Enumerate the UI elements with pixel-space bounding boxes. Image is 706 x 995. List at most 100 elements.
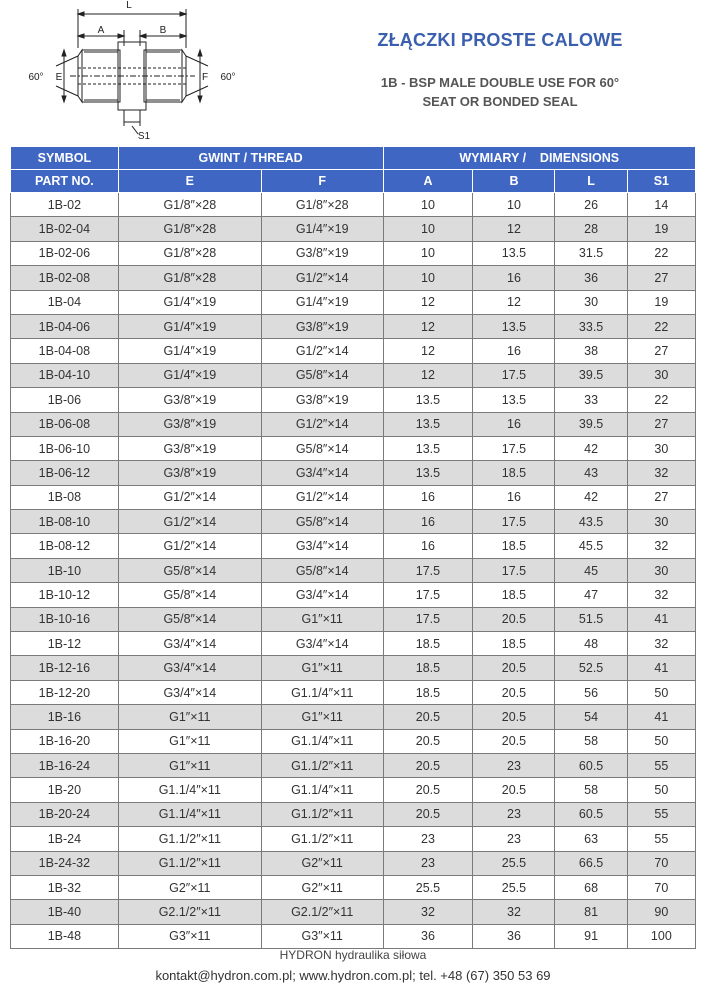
cell-dim-b: 16 [472, 265, 556, 291]
table-row: 1B-08 G1/2″×14 G1/2″×14 16 16 42 27 [10, 484, 697, 511]
table-row: 1B-08-10 G1/2″×14 G5/8″×14 16 17.5 43.5 30 [10, 509, 697, 535]
cell-dim-s1: 30 [626, 362, 697, 389]
page-subtitle: 1B - BSP MALE DOUBLE USE FOR 60° SEAT OR… [300, 73, 700, 111]
table-row: 1B-08-12 G1/2″×14 G3/4″×14 16 18.5 45.5 32 [10, 533, 697, 559]
cell-dim-a: 20.5 [382, 777, 474, 803]
cell-thread-f: G3″×11 [260, 923, 384, 950]
cell-thread-e: G3/4″×14 [117, 631, 262, 657]
table-row: 1B-40 G2.1/2″×11 G2.1/2″×11 32 32 81 90 [10, 899, 697, 925]
cell-dim-a: 12 [382, 338, 474, 364]
cell-dim-s1: 41 [626, 655, 697, 681]
cell-thread-e: G3/8″×19 [117, 435, 262, 462]
cell-dim-b: 16 [472, 484, 556, 511]
subtitle-line-1: 1B - BSP MALE DOUBLE USE FOR 60° [380, 75, 620, 90]
cell-dim-b: 23 [472, 752, 556, 779]
header-symbol: SYMBOL [10, 146, 119, 170]
cell-thread-f: G1/2″×14 [260, 338, 384, 364]
cell-part-no: 1B-48 [10, 923, 119, 950]
cell-dim-a: 20.5 [382, 728, 474, 754]
cell-dim-b: 17.5 [472, 362, 556, 389]
dim-s1-label: S1 [138, 131, 151, 142]
cell-dim-b: 20.5 [472, 704, 556, 730]
cell-dim-s1: 55 [626, 826, 697, 852]
cell-dim-l: 31.5 [554, 240, 628, 267]
cell-dim-a: 16 [382, 533, 474, 559]
cell-thread-e: G1.1/2″×11 [117, 850, 262, 876]
cell-thread-f: G1/2″×14 [260, 265, 384, 291]
cell-part-no: 1B-16 [10, 704, 119, 730]
cell-dim-a: 18.5 [382, 655, 474, 681]
cell-part-no: 1B-16-20 [10, 728, 119, 754]
cell-dim-a: 17.5 [382, 557, 474, 584]
title-block: ZŁĄCZKI PROSTE CALOWE 1B - BSP MALE DOUB… [300, 30, 700, 111]
angle-left-label: 60° [28, 72, 43, 83]
header-s1: S1 [626, 169, 697, 193]
cell-dim-a: 12 [382, 313, 474, 340]
cell-thread-e: G3″×11 [117, 923, 262, 950]
cell-thread-f: G2″×11 [260, 850, 384, 876]
cell-dim-s1: 50 [626, 777, 697, 803]
cell-part-no: 1B-08 [10, 484, 119, 511]
cell-dim-l: 39.5 [554, 362, 628, 389]
cell-part-no: 1B-04-08 [10, 338, 119, 364]
cell-dim-s1: 41 [626, 606, 697, 633]
cell-dim-s1: 90 [626, 899, 697, 925]
cell-part-no: 1B-06-12 [10, 460, 119, 486]
cell-dim-s1: 22 [626, 313, 697, 340]
cell-thread-f: G1.1/4″×11 [260, 679, 384, 706]
cell-dim-l: 56 [554, 679, 628, 706]
cell-thread-f: G1/8″×28 [260, 191, 384, 218]
cell-thread-f: G1.1/4″×11 [260, 728, 384, 754]
cell-dim-b: 18.5 [472, 582, 556, 608]
header-f: F [260, 169, 384, 193]
cell-thread-f: G3/4″×14 [260, 631, 384, 657]
cell-thread-e: G5/8″×14 [117, 606, 262, 633]
table-row: 1B-06-12 G3/8″×19 G3/4″×14 13.5 18.5 43 32 [10, 460, 697, 486]
header-a: A [382, 169, 474, 193]
footer: HYDRON hydraulika siłowa kontakt@hydron.… [0, 948, 706, 983]
cell-dim-b: 20.5 [472, 606, 556, 633]
cell-dim-l: 30 [554, 289, 628, 315]
cell-thread-f: G1/4″×19 [260, 216, 384, 242]
cell-dim-b: 13.5 [472, 313, 556, 340]
cell-thread-e: G5/8″×14 [117, 582, 262, 608]
table-row: 1B-04-08 G1/4″×19 G1/2″×14 12 16 38 27 [10, 338, 697, 364]
cell-dim-l: 45 [554, 557, 628, 584]
dim-l-label: L [126, 0, 132, 11]
cell-part-no: 1B-12 [10, 631, 119, 657]
cell-dim-a: 16 [382, 509, 474, 535]
cell-part-no: 1B-10 [10, 557, 119, 584]
fitting-diagram: L A B E F 60° 60° S1 [28, 0, 235, 142]
cell-dim-l: 60.5 [554, 801, 628, 828]
cell-dim-s1: 50 [626, 728, 697, 754]
cell-part-no: 1B-02-08 [10, 265, 119, 291]
cell-dim-b: 17.5 [472, 435, 556, 462]
cell-dim-b: 12 [472, 216, 556, 242]
dim-f-label: F [202, 72, 208, 83]
cell-dim-b: 23 [472, 801, 556, 828]
cell-dim-a: 13.5 [382, 411, 474, 437]
cell-dim-s1: 19 [626, 216, 697, 242]
cell-dim-s1: 27 [626, 484, 697, 511]
cell-dim-l: 68 [554, 874, 628, 901]
cell-thread-f: G2.1/2″×11 [260, 899, 384, 925]
cell-thread-e: G1.1/4″×11 [117, 777, 262, 803]
cell-dim-b: 20.5 [472, 655, 556, 681]
cell-dim-s1: 55 [626, 752, 697, 779]
cell-thread-f: G1/2″×14 [260, 411, 384, 437]
cell-dim-l: 39.5 [554, 411, 628, 437]
cell-part-no: 1B-12-16 [10, 655, 119, 681]
cell-part-no: 1B-06-08 [10, 411, 119, 437]
cell-dim-a: 17.5 [382, 606, 474, 633]
cell-dim-b: 25.5 [472, 850, 556, 876]
cell-dim-s1: 27 [626, 411, 697, 437]
table-row: 1B-48 G3″×11 G3″×11 36 36 91 100 [10, 923, 697, 950]
cell-thread-f: G3/4″×14 [260, 533, 384, 559]
cell-dim-b: 36 [472, 923, 556, 950]
cell-dim-a: 16 [382, 484, 474, 511]
cell-dim-s1: 100 [626, 923, 697, 950]
cell-dim-a: 10 [382, 216, 474, 242]
cell-dim-a: 12 [382, 362, 474, 389]
cell-dim-l: 42 [554, 435, 628, 462]
cell-thread-f: G3/8″×19 [260, 387, 384, 413]
